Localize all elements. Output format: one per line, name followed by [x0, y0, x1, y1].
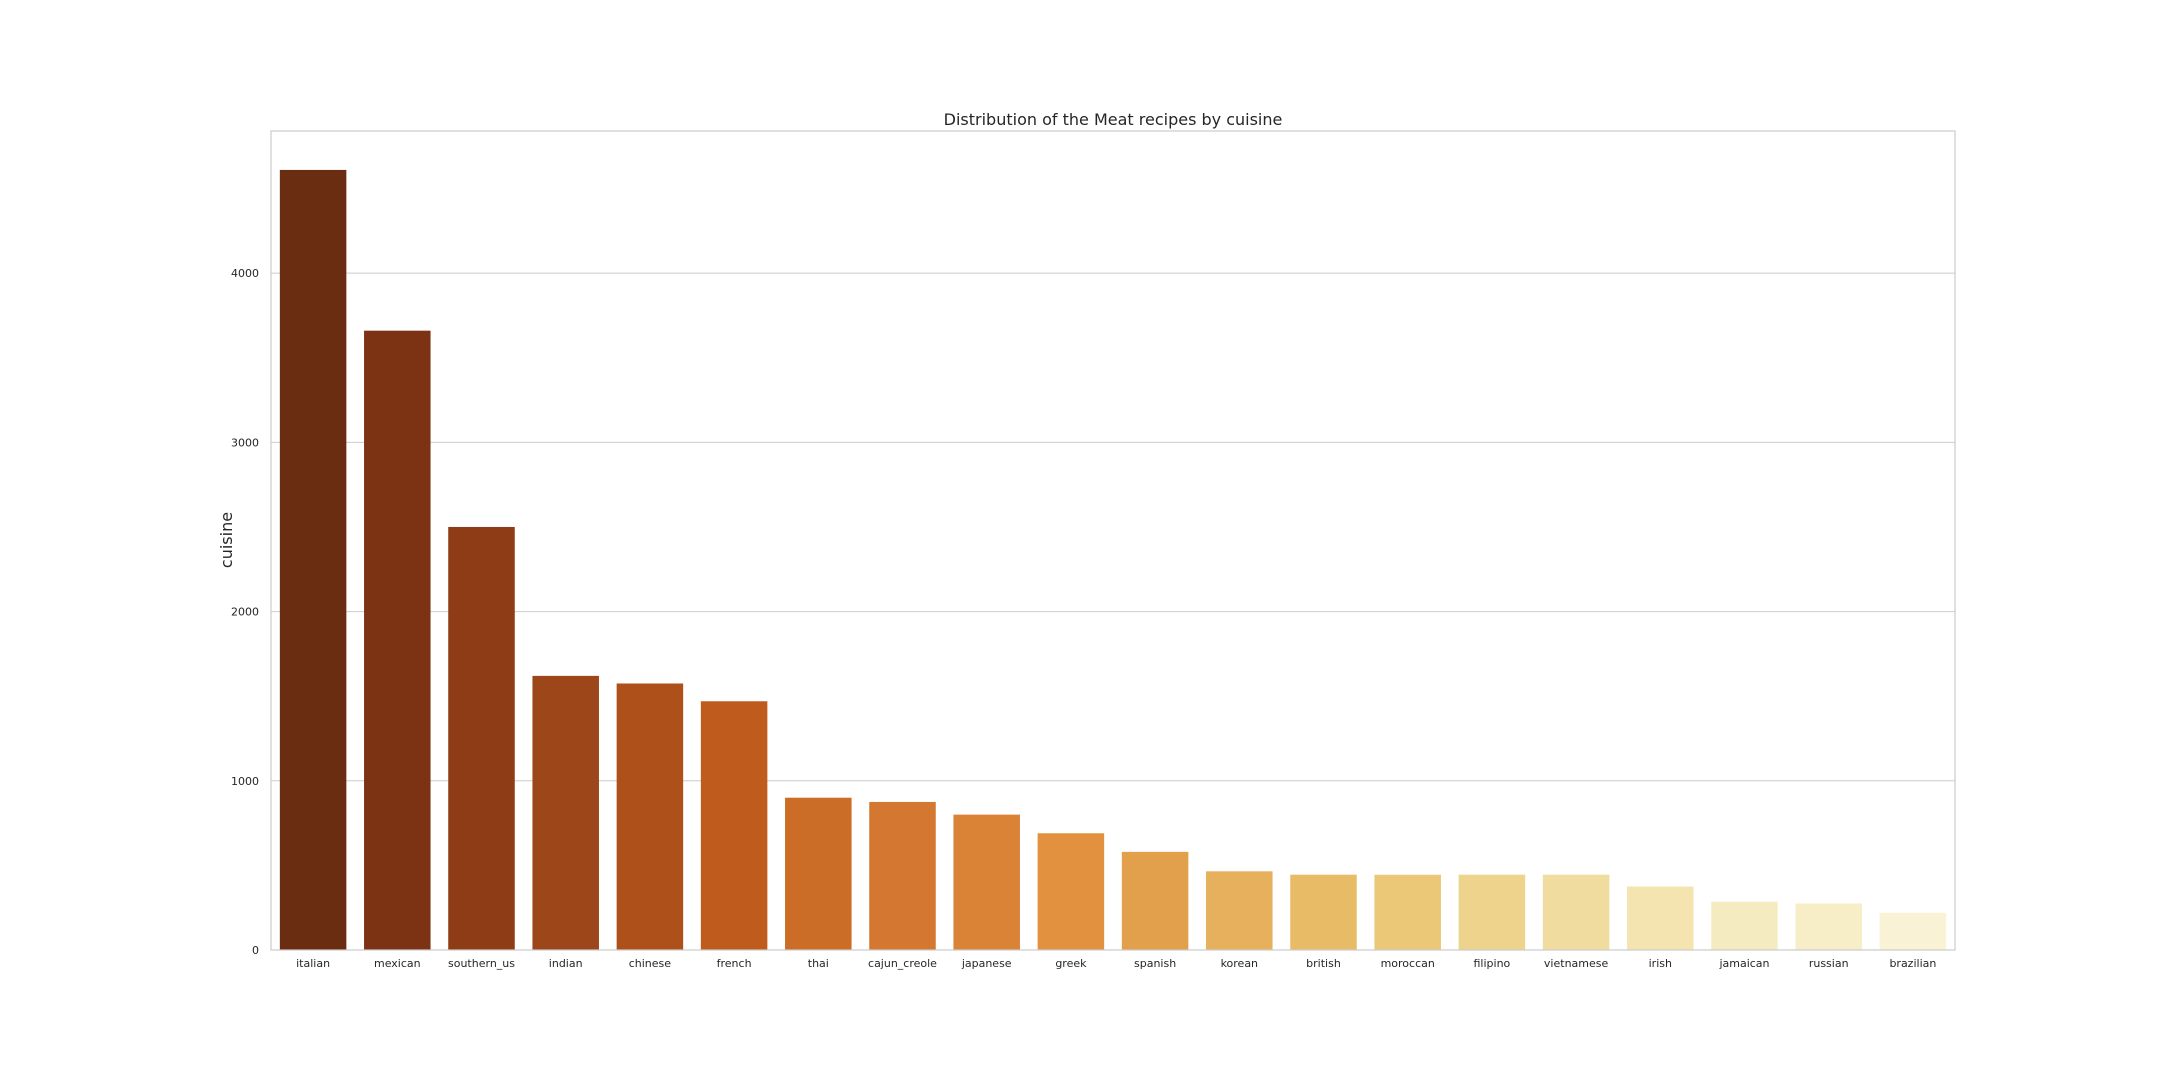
gridlines: [271, 272, 1955, 782]
bar-southern-us: [448, 526, 515, 950]
bar-mexican: [364, 330, 431, 950]
y-tick-label: 0: [252, 944, 259, 957]
y-tick-label: 4000: [231, 267, 259, 280]
bar-vietnamese: [1542, 874, 1610, 950]
x-tick-label: greek: [1055, 957, 1087, 970]
bar-thai: [785, 797, 852, 950]
x-tick-label: thai: [808, 957, 829, 970]
x-tick-label: italian: [296, 957, 330, 970]
x-tick-label: indian: [549, 957, 583, 970]
bar-italian: [279, 169, 347, 950]
y-tick-label: 1000: [231, 775, 259, 788]
bar-indian: [532, 675, 599, 950]
x-tick-label: korean: [1221, 957, 1258, 970]
bar-moroccan: [1374, 874, 1441, 950]
y-tick-label: 3000: [231, 436, 259, 449]
bar-russian: [1795, 903, 1862, 950]
bar-filipino: [1458, 874, 1526, 950]
y-tick-label: 2000: [231, 606, 259, 619]
x-tick-label: brazilian: [1889, 957, 1936, 970]
x-tick-label: vietnamese: [1544, 957, 1609, 970]
y-axis-title: cuisine: [217, 512, 236, 568]
bars: [279, 169, 1947, 950]
bar-chinese: [616, 683, 684, 950]
bar-irish: [1627, 886, 1694, 950]
bar-jamaican: [1711, 901, 1778, 950]
x-tick-label: mexican: [374, 957, 421, 970]
x-tick-labels: italian mexican southern_us indian chinese fr…: [296, 957, 1936, 970]
x-tick-label: filipino: [1474, 957, 1511, 970]
bar-japanese: [953, 814, 1020, 950]
chart-title: Distribution of the Meat recipes by cuis…: [944, 110, 1283, 129]
x-tick-label: jamaican: [1718, 957, 1769, 970]
x-tick-label: japanese: [961, 957, 1012, 970]
y-tick-labels: 0 1000 2000 3000 4000: [231, 267, 259, 957]
x-tick-label: french: [717, 957, 752, 970]
x-tick-label: british: [1306, 957, 1341, 970]
plot-frame: [270, 130, 1956, 951]
bar-korean: [1206, 871, 1273, 950]
bar-cajun-creole: [869, 801, 936, 950]
x-tick-label: irish: [1649, 957, 1672, 970]
x-tick-label: moroccan: [1381, 957, 1435, 970]
x-tick-label: chinese: [629, 957, 672, 970]
bar-greek: [1037, 833, 1105, 950]
x-tick-label: spanish: [1134, 957, 1176, 970]
bar-british: [1290, 874, 1357, 950]
x-tick-label: russian: [1809, 957, 1849, 970]
x-tick-label: cajun_creole: [868, 957, 937, 970]
bar-french: [700, 701, 768, 950]
bar-brazilian: [1879, 912, 1947, 950]
bar-spanish: [1121, 851, 1189, 950]
x-tick-label: southern_us: [448, 957, 515, 970]
